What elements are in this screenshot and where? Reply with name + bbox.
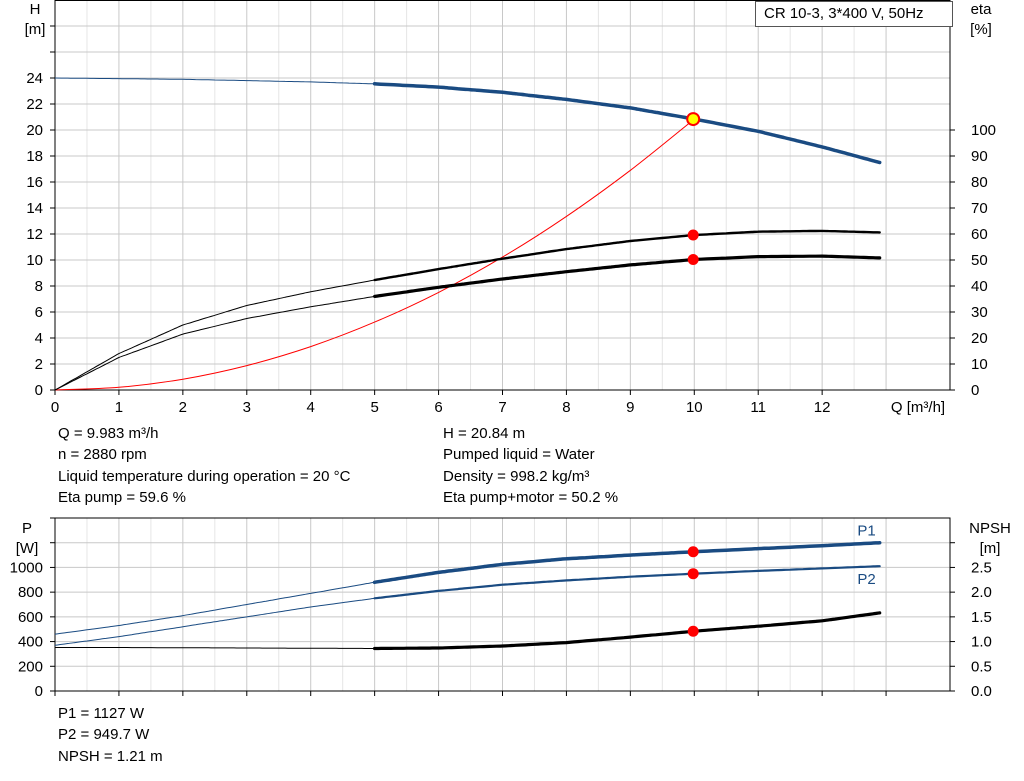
y-left-tick-label: 18 [26, 148, 43, 165]
x-tick-label: 1 [115, 399, 123, 416]
system-curve [54, 118, 695, 391]
head-curve-extrapolated [54, 77, 375, 85]
y-right-tick-label: 0 [971, 382, 979, 399]
y-left-tick-label: 1000 [10, 559, 43, 576]
y-right-tick-label: 10 [971, 356, 988, 373]
x-tick-label: 6 [434, 399, 442, 416]
eta_total-curve-extrapolated [54, 295, 375, 391]
y-right-tick-label: 1.0 [971, 634, 992, 651]
y-left-tick-label: 6 [35, 304, 43, 321]
y-right-tick-label: 100 [971, 122, 996, 139]
eta_total-curve [373, 254, 882, 298]
p2-marker [687, 568, 699, 580]
y-left-axis-label: H [30, 1, 41, 18]
info-liquid-temperature: Liquid temperature during operation = 20… [58, 467, 351, 485]
y-left-tick-label: 4 [35, 330, 43, 347]
x-tick-label: 3 [243, 399, 251, 416]
y-right-tick-label: 2.5 [971, 559, 992, 576]
eta_pump-curve [373, 229, 881, 282]
info-speed: n = 2880 rpm [58, 446, 147, 464]
info-p1: P1 = 1127 W [58, 705, 145, 722]
head-curve [372, 82, 882, 165]
p2-curve-extrapolated [54, 597, 375, 646]
y-right-tick-label: 50 [971, 252, 988, 269]
y-right-tick-label: 0.0 [971, 683, 992, 700]
x-tick-label: 0 [51, 399, 59, 416]
y-left-tick-label: 2 [35, 356, 43, 373]
y-left-tick-label: 12 [26, 226, 43, 243]
x-tick-label: 5 [370, 399, 378, 416]
info-head: H = 20.84 m [443, 425, 526, 442]
p1-marker [687, 546, 699, 558]
y-right-axis-unit: [%] [970, 21, 992, 38]
y-left-tick-label: 22 [26, 96, 43, 113]
y-right-tick-label: 1.5 [971, 609, 992, 626]
eta-total-marker [687, 253, 699, 265]
p2-curve-label: P2 [857, 571, 875, 588]
info-flow: Q = 9.983 m³/h [58, 425, 159, 442]
info-eta-pump-motor: Eta pump+motor = 50.2 % [443, 488, 619, 506]
y-left-tick-label: 14 [26, 200, 43, 217]
y-left-tick-label: 600 [18, 609, 43, 626]
y-right-tick-label: 60 [971, 226, 988, 243]
x-tick-label: 2 [179, 399, 187, 416]
y-right-axis-label: NPSH [969, 520, 1011, 537]
y-left-tick-label: 0 [35, 382, 43, 399]
x-tick-label: 11 [750, 399, 766, 416]
bottom-info: P1 = 1127 W P2 = 949.7 W NPSH = 1.21 m [58, 703, 163, 767]
pump-legend-box: CR 10-3, 3*400 V, 50Hz [755, 1, 953, 27]
y-left-axis-unit: [m] [25, 21, 46, 38]
info-pumped-liquid: Pumped liquid = Water [443, 446, 595, 464]
top-info-left: Q = 9.983 m³/h n = 2880 rpm Liquid tempe… [58, 423, 350, 508]
eta-pump-marker [687, 229, 699, 241]
y-right-tick-label: 40 [971, 278, 988, 295]
info-density: Density = 998.2 kg/m³ [443, 467, 590, 485]
p1-curve-extrapolated [54, 581, 375, 635]
eta_pump-curve-extrapolated [54, 279, 375, 391]
p2-curve [373, 565, 881, 600]
x-tick-label: 4 [307, 399, 315, 416]
x-tick-label: 8 [562, 399, 570, 416]
info-eta-pump: Eta pump = 59.6 % [58, 488, 186, 506]
npsh-curve [373, 611, 882, 651]
y-left-axis-unit: [W] [16, 540, 39, 557]
x-tick-label: 12 [814, 399, 831, 416]
y-left-tick-label: 0 [35, 683, 43, 700]
y-right-tick-label: 20 [971, 330, 988, 347]
npsh-curve-extrapolated [54, 646, 375, 649]
y-left-tick-label: 16 [26, 174, 43, 191]
y-left-tick-label: 800 [18, 584, 43, 601]
y-right-tick-label: 70 [971, 200, 988, 217]
npsh-marker [687, 625, 699, 637]
y-left-tick-label: 400 [18, 634, 43, 651]
y-left-tick-label: 20 [26, 122, 43, 139]
info-p2: P2 = 949.7 W [58, 726, 150, 744]
p1-curve-label: P1 [857, 523, 875, 540]
y-right-tick-label: 30 [971, 304, 988, 321]
y-right-tick-label: 90 [971, 148, 988, 165]
y-right-tick-label: 80 [971, 174, 988, 191]
y-right-tick-label: 0.5 [971, 658, 992, 675]
y-right-tick-label: 2.0 [971, 584, 992, 601]
y-left-tick-label: 200 [18, 658, 43, 675]
info-npsh: NPSH = 1.21 m [58, 747, 163, 765]
x-tick-label: 10 [686, 399, 703, 416]
top-info-right: H = 20.84 m Pumped liquid = Water Densit… [443, 423, 618, 508]
x-tick-label: 7 [498, 399, 506, 416]
duty-point-marker [686, 112, 701, 127]
y-left-axis-label: P [22, 520, 32, 537]
y-right-axis-label: eta [971, 1, 993, 18]
y-left-tick-label: 24 [26, 70, 43, 87]
p1-curve [372, 540, 882, 585]
y-left-tick-label: 10 [26, 252, 43, 269]
x-tick-label: 9 [626, 399, 634, 416]
y-right-axis-unit: [m] [980, 540, 1001, 557]
y-left-tick-label: 8 [35, 278, 43, 295]
x-axis-label: Q [m³/h] [891, 399, 945, 416]
